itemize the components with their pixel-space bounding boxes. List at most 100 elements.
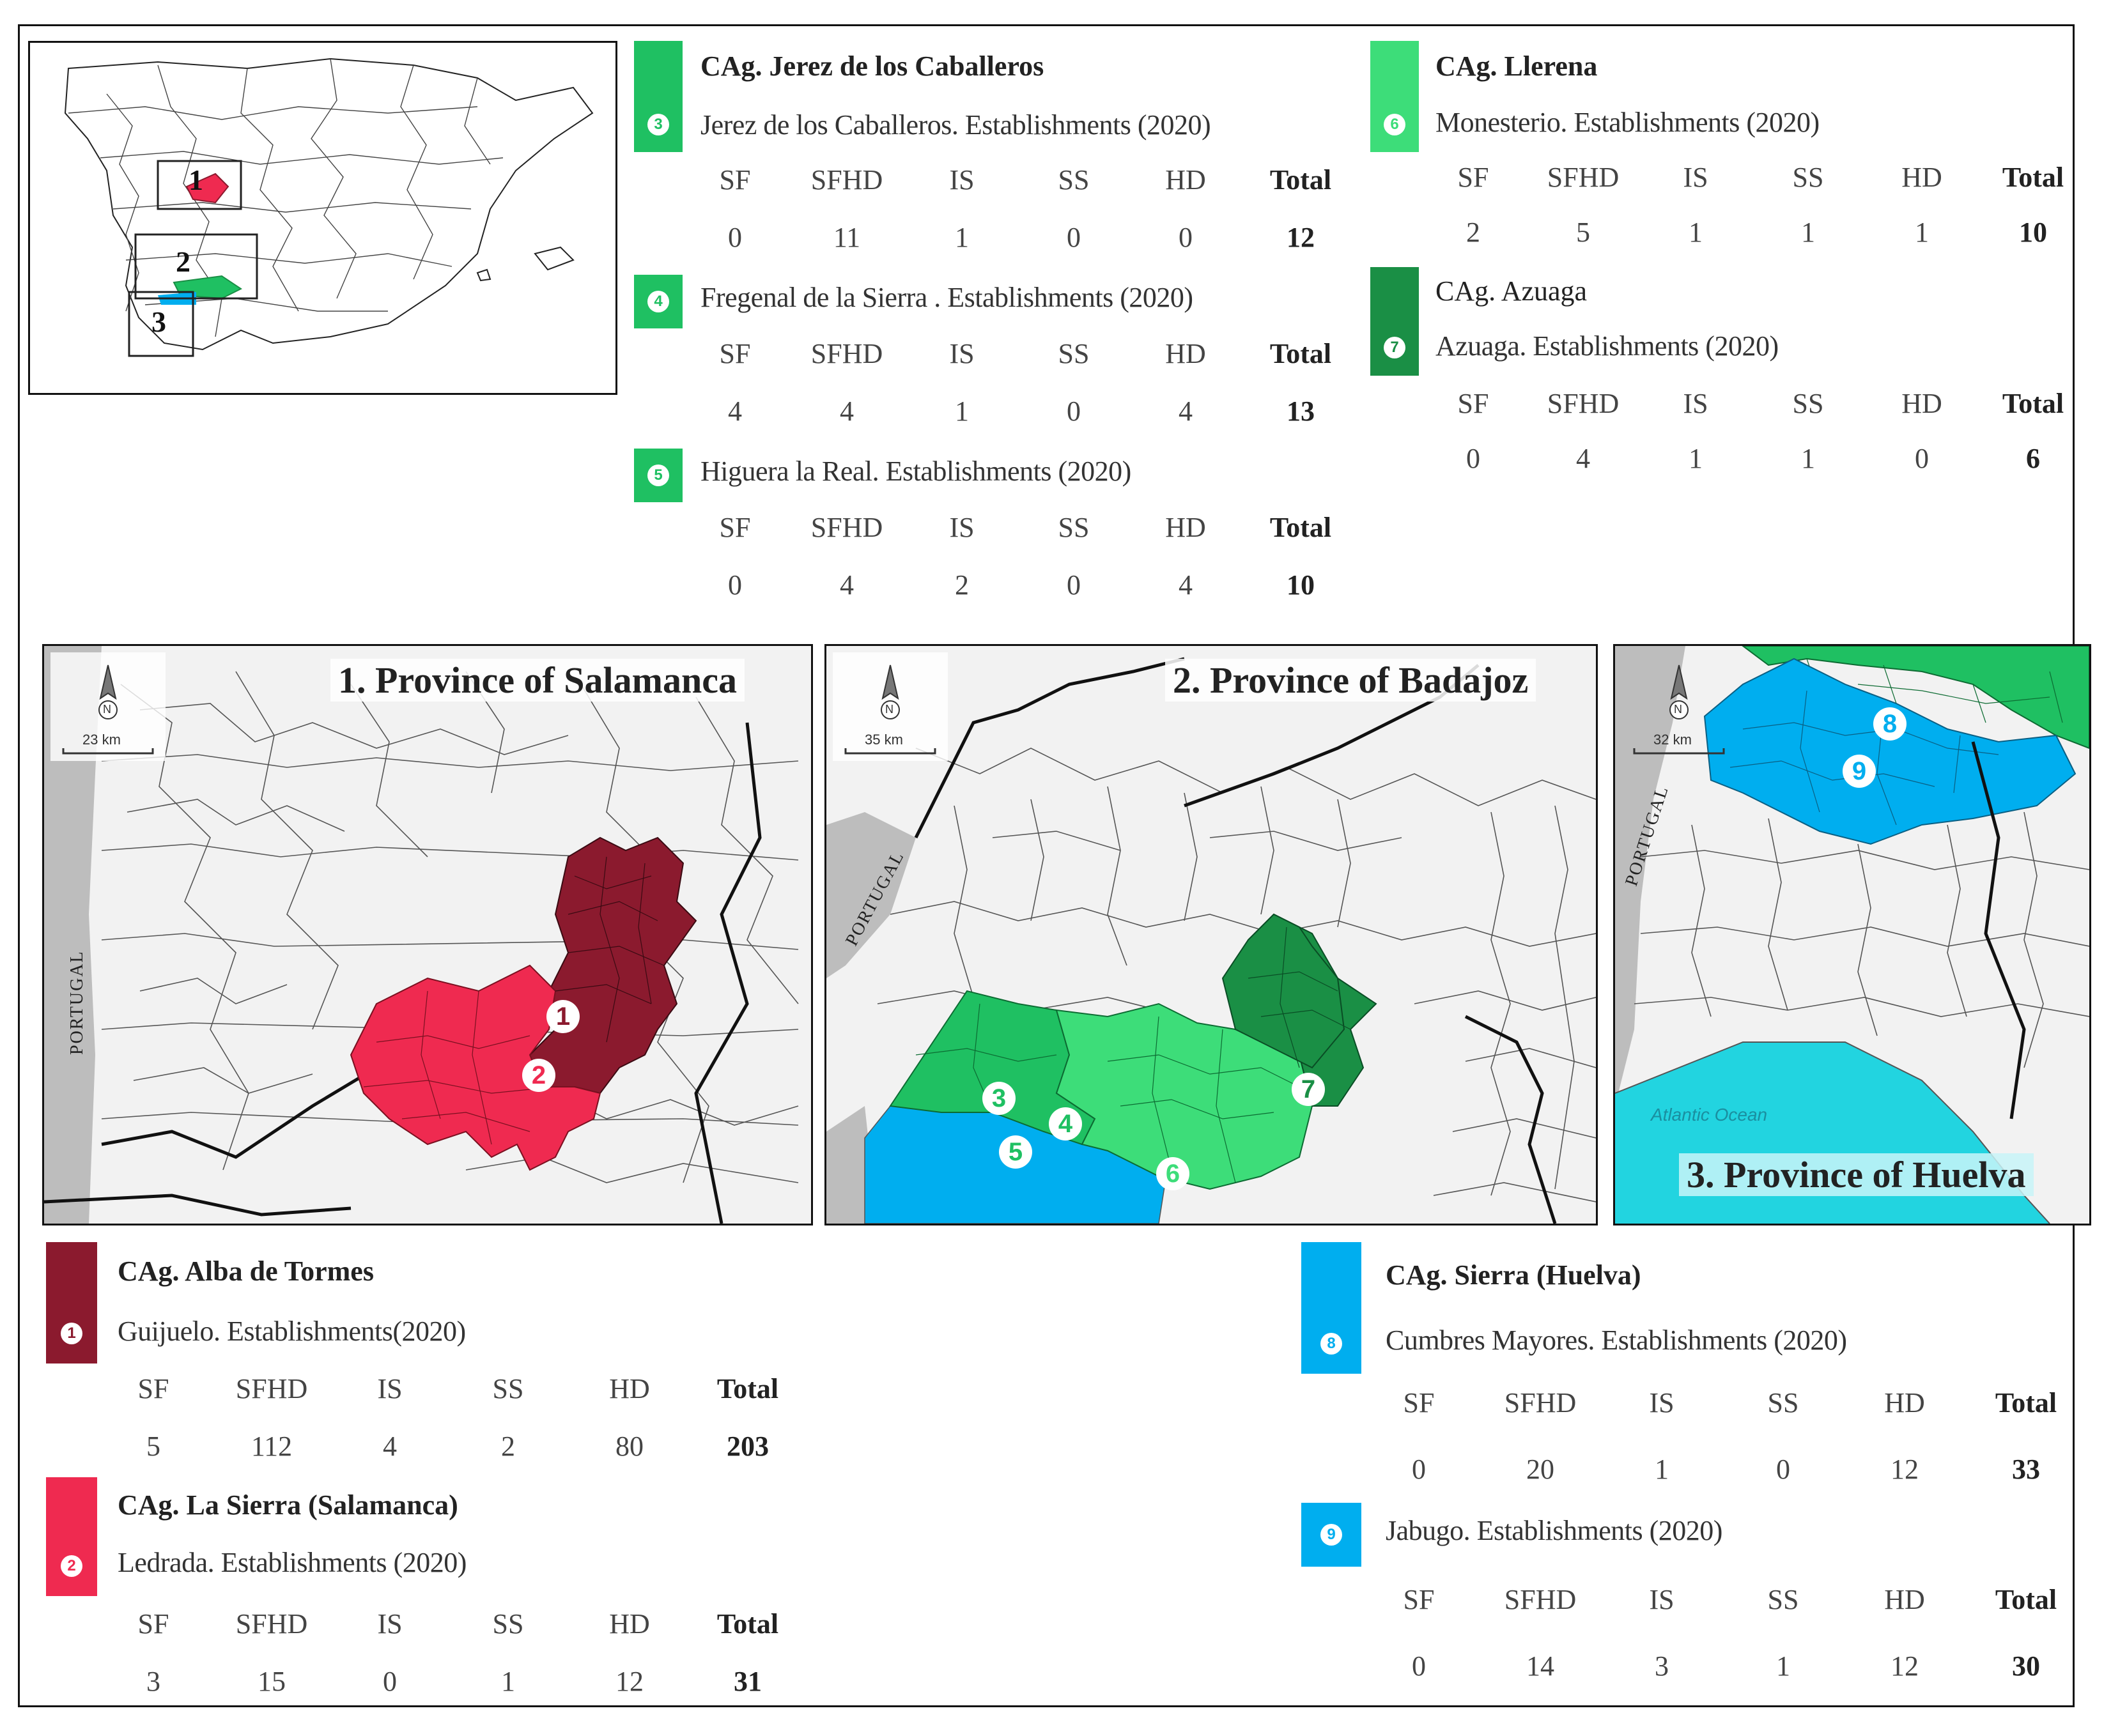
guijuelo-subtitle: Guijuelo. Establishments(2020) xyxy=(118,1316,466,1347)
marker-5: 5 xyxy=(999,1135,1032,1169)
column-header-sf: SF xyxy=(1403,1584,1435,1615)
marker-4: 4 xyxy=(1049,1107,1082,1141)
value-total: 33 xyxy=(2012,1454,2040,1485)
value-sfhd: 14 xyxy=(1526,1650,1554,1682)
column-header-ss: SS xyxy=(1058,512,1090,543)
overview-label-2: 2 xyxy=(176,245,190,278)
value-ss: 1 xyxy=(1801,443,1815,474)
column-header-sfhd: SFHD xyxy=(810,338,883,369)
value-sfhd: 4 xyxy=(840,569,854,601)
value-ss: 0 xyxy=(1067,396,1081,427)
value-hd: 4 xyxy=(1179,569,1193,601)
badge-8: 8 xyxy=(1320,1333,1342,1355)
badge-1: 1 xyxy=(61,1323,82,1344)
column-header-sf: SF xyxy=(1457,388,1489,419)
column-header-hd: HD xyxy=(1165,164,1206,196)
higuera-subtitle: Higuera la Real. Establishments (2020) xyxy=(700,456,1131,487)
column-header-is: IS xyxy=(949,512,975,543)
value-sf: 0 xyxy=(1412,1454,1426,1485)
marker-7: 7 xyxy=(1292,1073,1325,1106)
column-header-total: Total xyxy=(1995,1387,2057,1418)
huelva-title: CAg. Sierra (Huelva) xyxy=(1386,1259,1641,1291)
value-is: 1 xyxy=(1655,1454,1669,1485)
value-is: 1 xyxy=(955,396,969,427)
marker-6: 6 xyxy=(1156,1157,1189,1190)
value-is: 1 xyxy=(1689,443,1703,474)
column-header-total: Total xyxy=(1269,512,1332,543)
column-header-sf: SF xyxy=(137,1608,169,1640)
badge-5: 5 xyxy=(647,465,669,486)
value-total: 10 xyxy=(2019,217,2047,248)
column-header-hd: HD xyxy=(1884,1584,1925,1615)
column-header-ss: SS xyxy=(1058,164,1090,196)
value-sfhd: 11 xyxy=(833,222,861,253)
badge-9: 9 xyxy=(1320,1524,1342,1546)
column-header-sfhd: SFHD xyxy=(235,1373,308,1404)
column-header-ss: SS xyxy=(492,1608,524,1640)
value-hd: 80 xyxy=(615,1431,644,1462)
overview-map: 1 2 3 xyxy=(28,41,617,395)
column-header-hd: HD xyxy=(1884,1387,1925,1418)
north-label: N xyxy=(885,703,893,716)
column-header-ss: SS xyxy=(1792,388,1824,419)
column-header-sfhd: SFHD xyxy=(810,164,883,196)
overview-label-3: 3 xyxy=(151,305,166,338)
column-header-is: IS xyxy=(1683,162,1708,193)
value-is: 2 xyxy=(955,569,969,601)
value-total: 10 xyxy=(1287,569,1315,601)
value-ss: 0 xyxy=(1067,222,1081,253)
map-huelva: N 32 km PORTUGAL Atlantic Ocean 8 9 3. P… xyxy=(1613,644,2091,1225)
column-header-is: IS xyxy=(1649,1584,1675,1615)
north-arrow-icon xyxy=(50,652,166,761)
value-is: 1 xyxy=(1689,217,1703,248)
column-header-hd: HD xyxy=(1165,338,1206,369)
column-header-sf: SF xyxy=(137,1373,169,1404)
value-hd: 12 xyxy=(1891,1650,1919,1682)
value-hd: 12 xyxy=(1891,1454,1919,1485)
value-total: 203 xyxy=(727,1431,769,1462)
value-is: 0 xyxy=(383,1666,397,1697)
value-total: 30 xyxy=(2012,1650,2040,1682)
marker-8: 8 xyxy=(1873,707,1907,741)
column-header-sf: SF xyxy=(1403,1387,1435,1418)
column-header-sf: SF xyxy=(1457,162,1489,193)
column-header-hd: HD xyxy=(1901,162,1942,193)
jerez-subtitle: Jerez de los Caballeros. Establishments … xyxy=(700,109,1211,141)
monesterio-subtitle: Monesterio. Establishments (2020) xyxy=(1435,107,1820,138)
value-sf: 0 xyxy=(728,569,742,601)
column-header-total: Total xyxy=(1269,164,1332,196)
lasierra-swatch xyxy=(46,1477,97,1596)
column-header-sf: SF xyxy=(719,338,751,369)
portugal-label: PORTUGAL xyxy=(67,950,87,1055)
value-sfhd: 4 xyxy=(1576,443,1590,474)
badge-2: 2 xyxy=(61,1555,82,1577)
value-sf: 0 xyxy=(1466,443,1480,474)
column-header-is: IS xyxy=(377,1373,403,1404)
alba-swatch xyxy=(46,1242,97,1363)
marker-1: 1 xyxy=(546,1000,580,1033)
value-hd: 1 xyxy=(1915,217,1929,248)
column-header-ss: SS xyxy=(1767,1584,1799,1615)
value-ss: 1 xyxy=(1776,1650,1790,1682)
value-sf: 2 xyxy=(1466,217,1480,248)
azuaga-title: CAg. Azuaga xyxy=(1435,275,1588,307)
value-sf: 0 xyxy=(1412,1650,1426,1682)
column-header-total: Total xyxy=(716,1373,779,1404)
map-salamanca: N 23 km 1. Province of Salamanca PORTUGA… xyxy=(42,644,813,1225)
value-total: 6 xyxy=(2026,443,2040,474)
value-sfhd: 112 xyxy=(251,1431,293,1462)
value-ss: 1 xyxy=(1801,217,1815,248)
column-header-sfhd: SFHD xyxy=(1547,388,1620,419)
jabugo-subtitle: Jabugo. Establishments (2020) xyxy=(1386,1515,1722,1546)
value-sf: 4 xyxy=(728,396,742,427)
column-header-ss: SS xyxy=(492,1373,524,1404)
badajoz-map-drawing xyxy=(826,646,1596,1224)
value-sf: 0 xyxy=(728,222,742,253)
alba-title: CAg. Alba de Tormes xyxy=(118,1256,374,1287)
marker-9: 9 xyxy=(1843,755,1876,788)
column-header-hd: HD xyxy=(1165,512,1206,543)
azuaga-swatch xyxy=(1370,267,1419,376)
column-header-total: Total xyxy=(1995,1584,2057,1615)
north-label: N xyxy=(103,703,111,716)
ocean-label: Atlantic Ocean xyxy=(1651,1105,1768,1125)
